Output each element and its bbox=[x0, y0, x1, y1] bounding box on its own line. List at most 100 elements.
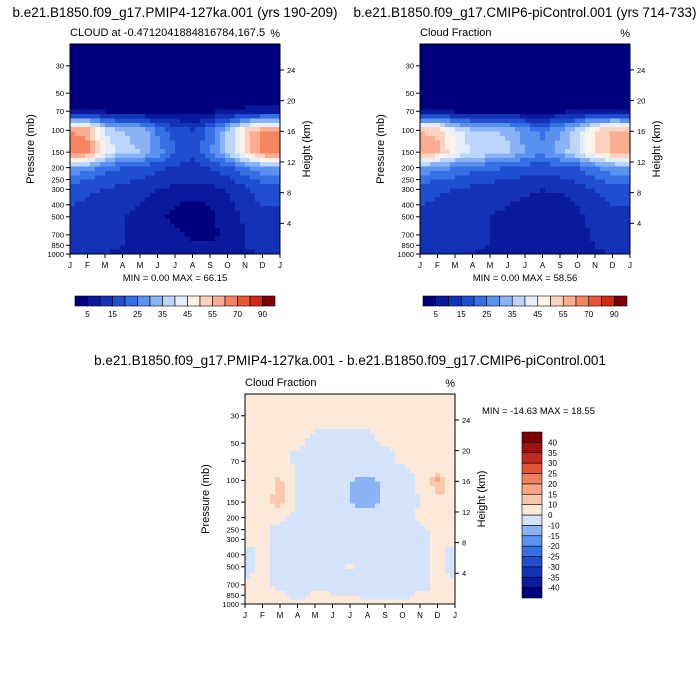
field-cell bbox=[275, 394, 281, 399]
field-cell bbox=[105, 205, 111, 211]
field-cell bbox=[585, 114, 591, 119]
field-cell bbox=[485, 83, 491, 89]
field-cell bbox=[520, 179, 526, 185]
field-cell bbox=[515, 131, 521, 137]
field-cell bbox=[535, 96, 541, 102]
field-cell bbox=[585, 79, 591, 84]
field-cell bbox=[310, 420, 316, 426]
field-cell bbox=[100, 236, 106, 242]
field-cell bbox=[500, 87, 506, 93]
field-cell bbox=[435, 114, 441, 119]
field-cell bbox=[360, 407, 366, 412]
field-cell bbox=[600, 192, 606, 198]
field-cell bbox=[140, 240, 146, 246]
field-cell bbox=[320, 459, 326, 465]
field-cell bbox=[600, 205, 606, 211]
field-cell bbox=[240, 227, 246, 233]
field-cell bbox=[135, 44, 141, 49]
field-cell bbox=[550, 240, 556, 246]
field-cell bbox=[165, 44, 171, 49]
field-cell bbox=[75, 70, 81, 76]
field-cell bbox=[385, 407, 391, 412]
field-cell bbox=[140, 144, 146, 150]
field-cell bbox=[330, 420, 336, 426]
field-cell bbox=[205, 170, 211, 176]
field-cell bbox=[560, 122, 566, 128]
field-cell bbox=[555, 144, 561, 150]
field-cell bbox=[575, 105, 581, 111]
field-cell bbox=[220, 131, 226, 137]
field-cell bbox=[530, 149, 536, 154]
field-cell bbox=[505, 166, 511, 172]
field-cell bbox=[150, 61, 156, 67]
field-cell bbox=[215, 219, 221, 224]
field-cell bbox=[295, 468, 301, 474]
field-cell bbox=[455, 175, 461, 181]
field-cell bbox=[165, 105, 171, 111]
field-cell bbox=[260, 446, 266, 452]
field-cell bbox=[245, 61, 251, 67]
field-cell bbox=[125, 52, 131, 58]
field-cell bbox=[100, 87, 106, 93]
field-cell bbox=[260, 442, 266, 447]
field-cell bbox=[450, 184, 456, 189]
field-cell bbox=[460, 214, 466, 220]
field-cell bbox=[315, 468, 321, 474]
field-cell bbox=[290, 468, 296, 474]
field-cell bbox=[195, 201, 201, 207]
field-cell bbox=[180, 166, 186, 172]
field-cell bbox=[180, 65, 186, 71]
field-cell bbox=[355, 442, 361, 447]
field-cell bbox=[600, 87, 606, 93]
field-cell bbox=[480, 166, 486, 172]
field-cell bbox=[515, 61, 521, 67]
field-cell bbox=[625, 157, 631, 163]
field-cell bbox=[345, 415, 351, 421]
field-cell bbox=[355, 429, 361, 434]
field-cell bbox=[85, 214, 91, 220]
field-cell bbox=[270, 192, 276, 198]
field-cell bbox=[230, 57, 236, 62]
field-cell bbox=[230, 109, 236, 115]
field-cell bbox=[135, 57, 141, 62]
field-cell bbox=[270, 135, 276, 141]
field-cell bbox=[95, 87, 101, 93]
field-cell bbox=[420, 166, 426, 172]
field-cell bbox=[470, 232, 476, 237]
field-cell bbox=[535, 153, 541, 159]
field-cell bbox=[545, 201, 551, 207]
field-cell bbox=[595, 240, 601, 246]
field-cell bbox=[510, 87, 516, 93]
field-cell bbox=[585, 87, 591, 93]
field-cell bbox=[560, 79, 566, 84]
field-cell bbox=[150, 100, 156, 106]
field-cell bbox=[190, 223, 196, 229]
field-cell bbox=[555, 140, 561, 146]
field-cell bbox=[190, 170, 196, 176]
field-cell bbox=[130, 57, 136, 62]
field-cell bbox=[205, 144, 211, 150]
field-cell bbox=[250, 135, 256, 141]
field-cell bbox=[120, 140, 126, 146]
field-cell bbox=[445, 61, 451, 67]
field-cell bbox=[500, 83, 506, 89]
field-cell bbox=[145, 74, 151, 80]
field-cell bbox=[305, 464, 311, 469]
field-cell bbox=[605, 249, 611, 255]
field-cell bbox=[130, 131, 136, 137]
field-cell bbox=[500, 227, 506, 233]
field-cell bbox=[275, 192, 281, 198]
field-cell bbox=[130, 44, 136, 49]
field-cell bbox=[255, 92, 261, 97]
field-cell bbox=[585, 44, 591, 49]
field-cell bbox=[180, 44, 186, 49]
field-cell bbox=[595, 197, 601, 202]
field-cell bbox=[120, 214, 126, 220]
field-cell bbox=[215, 153, 221, 159]
field-cell bbox=[535, 236, 541, 242]
field-cell bbox=[565, 140, 571, 146]
field-cell bbox=[75, 87, 81, 93]
field-cell bbox=[165, 52, 171, 58]
field-cell bbox=[340, 411, 346, 417]
field-cell bbox=[125, 236, 131, 242]
